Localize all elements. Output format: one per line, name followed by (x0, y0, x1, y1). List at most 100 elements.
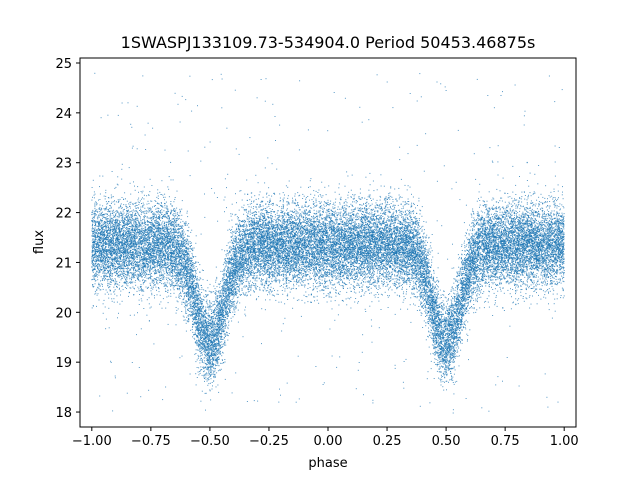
data-point (93, 216, 95, 218)
data-point (370, 209, 372, 210)
data-point (133, 273, 134, 275)
data-point (333, 240, 335, 242)
data-point (418, 252, 420, 254)
data-point (513, 228, 515, 229)
data-point (243, 209, 245, 211)
data-point (553, 274, 555, 276)
data-point (461, 294, 463, 296)
data-point (127, 248, 129, 250)
data-point (511, 224, 513, 226)
data-point (344, 253, 346, 255)
data-point (177, 212, 179, 214)
data-point (439, 305, 440, 307)
data-point (445, 344, 447, 346)
data-point (473, 269, 475, 271)
data-point (147, 253, 149, 255)
data-point (562, 248, 564, 249)
data-point (134, 234, 136, 236)
data-point (254, 239, 256, 241)
data-point (340, 266, 342, 268)
data-point (192, 324, 193, 325)
data-point (148, 241, 150, 243)
data-point (284, 234, 286, 236)
data-point (124, 287, 126, 288)
data-point (324, 222, 326, 224)
data-point (365, 258, 366, 260)
data-point (157, 211, 159, 213)
data-point (400, 265, 402, 267)
data-point (451, 322, 453, 324)
data-point (524, 195, 526, 196)
data-point (555, 224, 557, 226)
data-point (121, 285, 123, 287)
data-point (117, 273, 118, 274)
data-point (114, 187, 116, 189)
data-point (104, 274, 106, 276)
data-point (544, 224, 546, 226)
data-point (202, 320, 204, 322)
data-point (304, 238, 306, 240)
data-point (337, 274, 339, 276)
data-point (468, 255, 470, 257)
data-point (219, 306, 221, 308)
data-point (351, 237, 353, 239)
data-point (557, 230, 558, 232)
data-point (369, 248, 370, 250)
data-point (167, 280, 169, 282)
data-point (396, 200, 398, 202)
data-point (290, 257, 292, 259)
data-point (218, 332, 220, 334)
data-point (110, 277, 111, 279)
data-point (490, 217, 492, 218)
data-point (179, 233, 181, 235)
data-point (150, 256, 152, 258)
data-point (383, 199, 385, 201)
data-point (336, 272, 338, 274)
data-point (186, 294, 188, 296)
data-point (106, 218, 108, 220)
data-point (217, 384, 219, 386)
data-point (406, 254, 408, 256)
data-point (151, 217, 153, 219)
data-point (148, 249, 150, 251)
data-point (347, 258, 348, 260)
data-point (298, 299, 300, 301)
data-point (522, 281, 524, 283)
data-point (150, 242, 152, 244)
data-point (434, 286, 436, 288)
data-point (252, 212, 254, 214)
data-point (296, 219, 298, 221)
data-point (122, 262, 124, 264)
data-point (394, 271, 396, 272)
data-point (282, 192, 284, 194)
data-point (268, 270, 270, 272)
data-point (260, 212, 262, 214)
data-point (302, 227, 304, 229)
data-point (316, 253, 318, 254)
data-point (556, 281, 558, 283)
data-point (213, 363, 215, 365)
data-point (304, 247, 306, 249)
data-point (107, 285, 109, 287)
data-point (525, 232, 527, 234)
data-point (368, 242, 370, 244)
data-point (500, 252, 502, 254)
data-point (333, 207, 335, 209)
data-point (450, 350, 452, 352)
data-point (423, 292, 425, 294)
data-point (104, 213, 106, 215)
data-point (380, 273, 381, 274)
data-point (527, 285, 529, 287)
data-point (205, 317, 207, 318)
data-point (195, 293, 197, 295)
data-point (509, 282, 511, 284)
data-point (407, 201, 409, 202)
data-point (163, 271, 165, 273)
data-point (492, 237, 494, 238)
data-point (374, 232, 376, 234)
data-point (156, 235, 158, 237)
data-point (213, 332, 215, 334)
data-point (536, 281, 538, 283)
data-point (443, 331, 445, 333)
data-point (492, 240, 494, 242)
